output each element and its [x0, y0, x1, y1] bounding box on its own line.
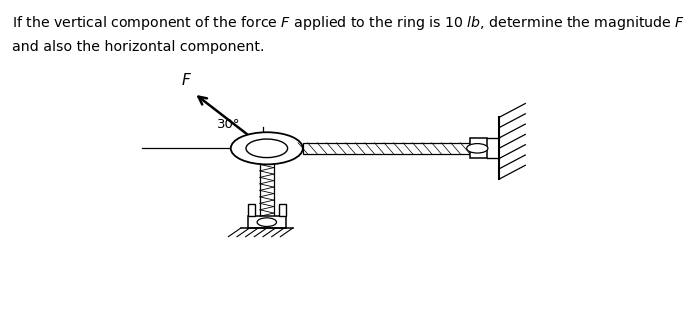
Text: and also the horizontal component.: and also the horizontal component.	[12, 40, 265, 54]
Circle shape	[466, 144, 488, 153]
Bar	[248, 216, 286, 228]
Text: 30°: 30°	[217, 118, 240, 131]
Bar	[303, 143, 475, 154]
Text: If the vertical component of the force $\it{F}$ applied to the ring is 10 $\it{l: If the vertical component of the force $…	[12, 14, 685, 32]
Bar	[470, 138, 487, 158]
Text: F: F	[182, 73, 190, 88]
Circle shape	[257, 218, 277, 226]
Bar	[279, 204, 286, 216]
Bar	[248, 204, 255, 216]
Circle shape	[246, 139, 288, 158]
Circle shape	[231, 132, 303, 164]
